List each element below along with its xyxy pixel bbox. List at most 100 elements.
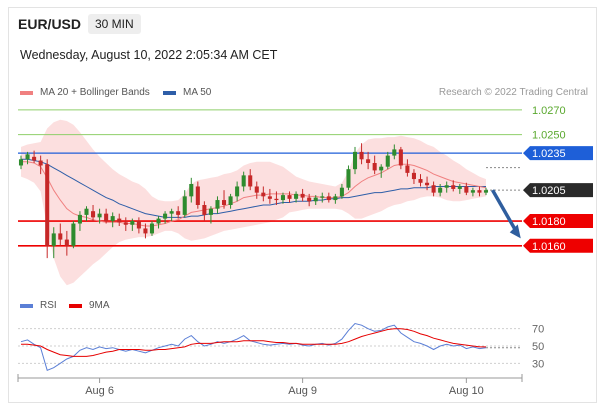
candle	[64, 230, 69, 256]
candle-body	[431, 185, 436, 193]
rsi-swatch	[20, 303, 33, 308]
candle	[464, 182, 469, 196]
candle	[163, 211, 168, 224]
candle-body	[477, 190, 482, 193]
candle-body	[248, 175, 253, 187]
candle-body	[45, 164, 50, 246]
level-tag-1.0180	[523, 214, 593, 229]
time-tick-label: Aug 10	[449, 385, 484, 397]
candle	[346, 165, 351, 191]
candle	[333, 193, 338, 204]
candle-body	[287, 195, 292, 199]
candle	[32, 150, 37, 163]
candle-body	[411, 172, 416, 180]
level-label-1.0205: 1.0205	[532, 185, 566, 197]
candle-body	[457, 186, 462, 189]
level-tag-1.0235	[523, 146, 593, 161]
candle	[274, 191, 279, 205]
candle-body	[195, 186, 200, 205]
candle	[215, 196, 220, 214]
candle-body	[385, 155, 390, 167]
ma50-line	[21, 158, 486, 218]
level-label-1.0270: 1.0270	[532, 105, 566, 117]
rsi-level-label-50: 50	[532, 341, 544, 353]
candle	[411, 169, 416, 184]
candle-body	[208, 208, 213, 215]
candle-body	[32, 156, 37, 161]
candle-body	[438, 187, 443, 193]
candle-body	[326, 196, 331, 201]
rsi-level-label-30: 30	[532, 358, 544, 370]
candle-body	[300, 193, 305, 198]
candle	[385, 151, 390, 170]
candle	[372, 155, 377, 175]
candle-body	[398, 149, 403, 166]
candle-body	[418, 179, 423, 183]
candle	[91, 205, 96, 222]
legend-rsi: RSI	[20, 300, 57, 311]
candle-body	[149, 223, 155, 234]
candle	[320, 192, 325, 203]
symbol-title: EUR/USD	[18, 16, 82, 32]
candle-body	[38, 160, 43, 166]
rsi-ma9-line	[21, 328, 486, 357]
candle-body	[274, 198, 279, 201]
timeframe-badge[interactable]: 30 MIN	[88, 14, 141, 34]
candle-body	[339, 187, 344, 197]
candle	[366, 151, 371, 170]
legend-rsi-label: RSI	[40, 300, 57, 311]
candle	[261, 186, 266, 202]
candle	[438, 184, 443, 197]
candle-body	[451, 185, 456, 189]
level-label-1.0250: 1.0250	[532, 130, 566, 142]
candle-body	[235, 186, 240, 197]
candle-body	[483, 190, 489, 193]
candle	[149, 221, 155, 236]
candle-body	[58, 233, 63, 240]
candle-body	[123, 222, 128, 225]
candle	[241, 171, 246, 192]
candles	[18, 143, 489, 259]
candle	[431, 181, 436, 197]
candle	[25, 151, 30, 165]
candle-body	[261, 192, 266, 197]
level-tag-1.0205	[523, 183, 593, 198]
candle	[97, 208, 102, 224]
legend-ma50-label: MA 50	[183, 87, 212, 98]
ma50-swatch	[163, 90, 176, 95]
candle-body	[182, 196, 187, 215]
timestamp: Wednesday, August 10, 2022 2:05:34 AM CE…	[20, 48, 278, 62]
candle-body	[169, 211, 174, 214]
candle	[110, 212, 115, 228]
candle	[51, 227, 56, 259]
candle-body	[25, 154, 30, 160]
candle-body	[163, 213, 168, 219]
candle-body	[392, 149, 397, 156]
candle-body	[241, 175, 246, 187]
candle	[221, 190, 227, 209]
candle	[182, 190, 187, 218]
legend-ma9: 9MA	[69, 300, 110, 311]
research-credit: Research © 2022 Trading Central	[438, 87, 588, 98]
legend-ma20-label: MA 20 + Bollinger Bands	[40, 87, 150, 98]
candle-body	[444, 185, 449, 188]
candle-body	[143, 228, 148, 234]
candle	[123, 217, 128, 231]
candle-body	[254, 186, 259, 193]
candle-body	[267, 196, 272, 199]
candle	[117, 213, 122, 226]
candle	[189, 177, 194, 203]
candle	[405, 159, 410, 177]
candle	[425, 176, 430, 191]
candle	[359, 143, 364, 165]
level-label-1.0160: 1.0160	[532, 241, 566, 253]
candle-body	[294, 193, 299, 199]
candle-body	[91, 211, 96, 218]
candle	[313, 195, 318, 205]
candle	[228, 193, 233, 209]
bollinger-band	[21, 119, 486, 286]
candle-body	[366, 159, 371, 163]
candle	[307, 193, 312, 207]
candle-body	[104, 213, 109, 222]
